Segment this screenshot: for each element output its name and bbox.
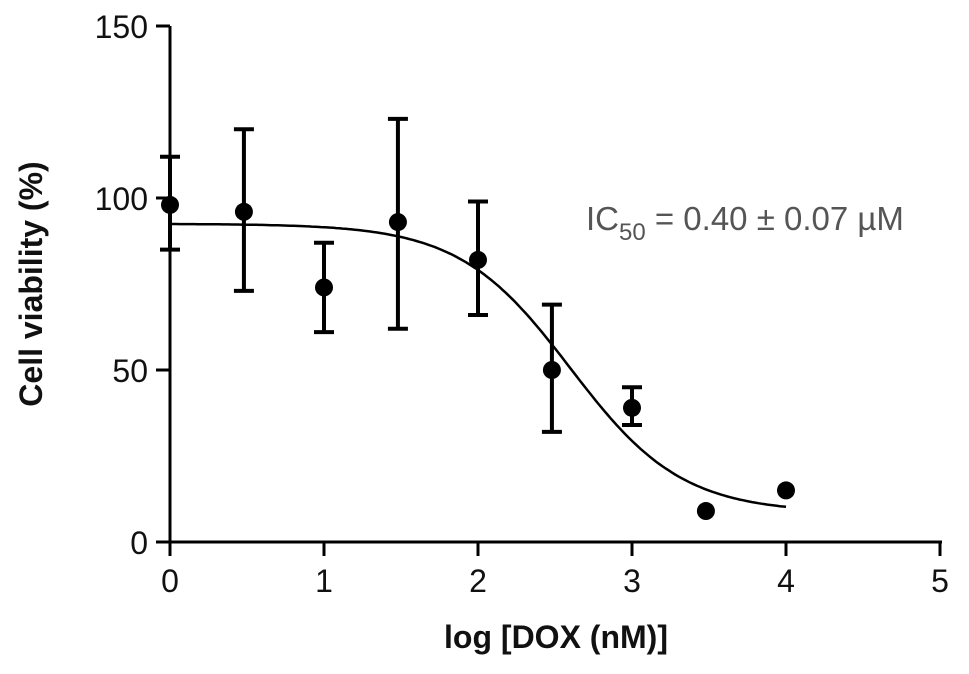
- data-point-1: [234, 202, 253, 221]
- ic50-annotation-prefix: IC: [586, 200, 619, 237]
- data-point-7: [696, 502, 715, 521]
- y-tick-label-1: 50: [112, 353, 148, 389]
- ic50-annotation-subscript: 50: [619, 219, 646, 246]
- data-point-2: [315, 278, 333, 297]
- data-point-8: [777, 481, 795, 500]
- ic50-annotation-suffix: = 0.40 ± 0.07 µM: [646, 200, 904, 237]
- data-point-6: [623, 398, 641, 417]
- y-tick-label-0: 0: [130, 525, 148, 561]
- x-tick-label-4: 4: [777, 563, 795, 599]
- data-points: [161, 195, 795, 521]
- x-tick-label-0: 0: [161, 563, 179, 599]
- y-tick-label-2: 100: [95, 181, 148, 217]
- x-axis-title: log [DOX (nM)]: [444, 619, 668, 655]
- x-tick-label-5: 5: [931, 563, 949, 599]
- y-tick-label-3: 150: [95, 9, 148, 45]
- ticks: [156, 24, 942, 556]
- data-point-0: [161, 195, 179, 214]
- axes: [168, 26, 942, 544]
- x-tick-label-1: 1: [315, 563, 333, 599]
- data-point-4: [469, 250, 487, 269]
- x-tick-label-3: 3: [623, 563, 641, 599]
- data-point-3: [388, 213, 407, 232]
- data-point-5: [542, 361, 561, 379]
- x-tick-label-2: 2: [469, 563, 487, 599]
- ic50-annotation: IC50 = 0.40 ± 0.07 µM: [586, 200, 904, 246]
- y-axis-title: Cell viability (%): [13, 161, 49, 406]
- error-bars: [160, 116, 642, 434]
